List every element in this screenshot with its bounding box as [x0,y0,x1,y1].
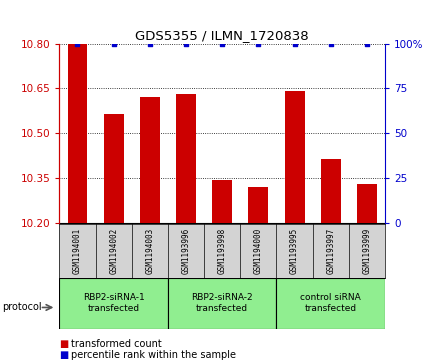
Text: protocol: protocol [2,302,42,312]
Point [110,41,117,46]
Text: GSM1194000: GSM1194000 [254,228,263,274]
Text: GSM1193995: GSM1193995 [290,228,299,274]
Text: RBP2-siRNA-2
transfected: RBP2-siRNA-2 transfected [191,293,253,313]
Bar [285,91,304,223]
Bar [68,44,88,223]
Bar [321,159,341,223]
Text: percentile rank within the sample: percentile rank within the sample [71,350,236,360]
Text: GSM1194003: GSM1194003 [145,228,154,274]
Text: ■: ■ [59,350,69,360]
Text: GSM1193998: GSM1193998 [218,228,227,274]
Point [291,41,298,46]
Title: GDS5355 / ILMN_1720838: GDS5355 / ILMN_1720838 [136,29,309,42]
Bar [140,97,160,223]
Bar [176,94,196,223]
Text: GSM1194002: GSM1194002 [109,228,118,274]
Bar [212,180,232,223]
Bar [276,278,385,329]
Bar [168,278,276,329]
Text: RBP2-siRNA-1
transfected: RBP2-siRNA-1 transfected [83,293,145,313]
Text: GSM1193997: GSM1193997 [326,228,335,274]
Point [363,41,370,46]
Point [183,41,190,46]
Point [255,41,262,46]
Text: GSM1193996: GSM1193996 [182,228,191,274]
Text: GSM1194001: GSM1194001 [73,228,82,274]
Text: ■: ■ [59,339,69,349]
Text: control siRNA
transfected: control siRNA transfected [301,293,361,313]
Bar [104,114,124,223]
Point [327,41,334,46]
Text: transformed count: transformed count [71,339,162,349]
Point [74,41,81,46]
Point [219,41,226,46]
Bar [59,278,168,329]
Bar [249,187,268,223]
Point [147,41,154,46]
Text: GSM1193999: GSM1193999 [363,228,371,274]
Bar [357,184,377,223]
